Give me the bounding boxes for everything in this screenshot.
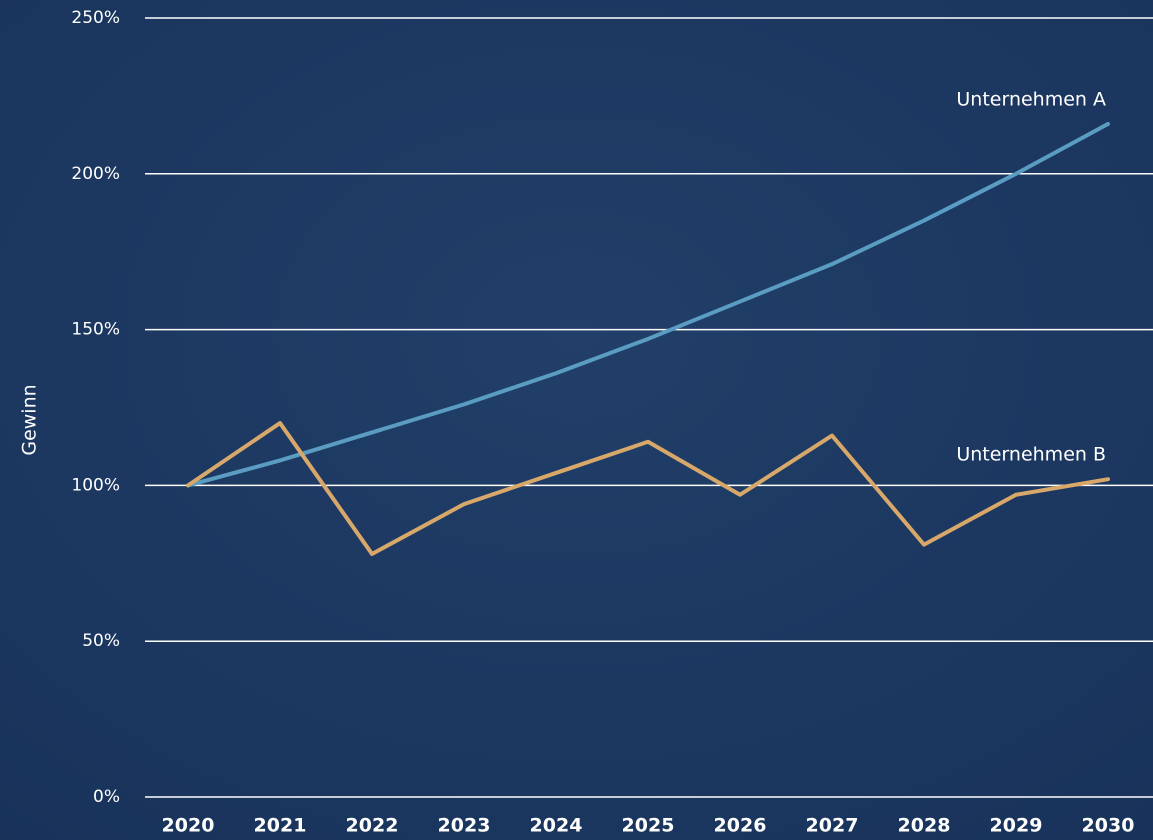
x-tick-label: 2022 — [346, 815, 399, 837]
x-tick-label: 2025 — [622, 815, 675, 837]
x-tick-label: 2029 — [990, 815, 1043, 837]
y-tick-label: 0% — [93, 787, 120, 807]
y-axis-label: Gewinn — [19, 384, 41, 455]
x-tick-label: 2021 — [254, 815, 307, 837]
x-tick-label: 2026 — [714, 815, 767, 837]
x-tick-label: 2020 — [162, 815, 215, 837]
x-tick-label: 2023 — [438, 815, 491, 837]
line — [186, 121, 1110, 488]
y-tick-label: 50% — [82, 631, 120, 651]
y-tick-label: 100% — [71, 475, 120, 495]
line — [186, 421, 1110, 556]
y-tick-label: 200% — [71, 164, 120, 184]
series-label: Unternehmen B — [956, 444, 1106, 466]
series-label: Unternehmen A — [956, 88, 1106, 110]
x-tick-label: 2030 — [1082, 815, 1135, 837]
x-tick-label: 2027 — [806, 815, 859, 837]
x-tick-label: 2024 — [530, 815, 583, 837]
y-tick-label: 150% — [71, 320, 120, 340]
y-tick-label: 250% — [71, 8, 120, 28]
x-tick-label: 2028 — [898, 815, 951, 837]
